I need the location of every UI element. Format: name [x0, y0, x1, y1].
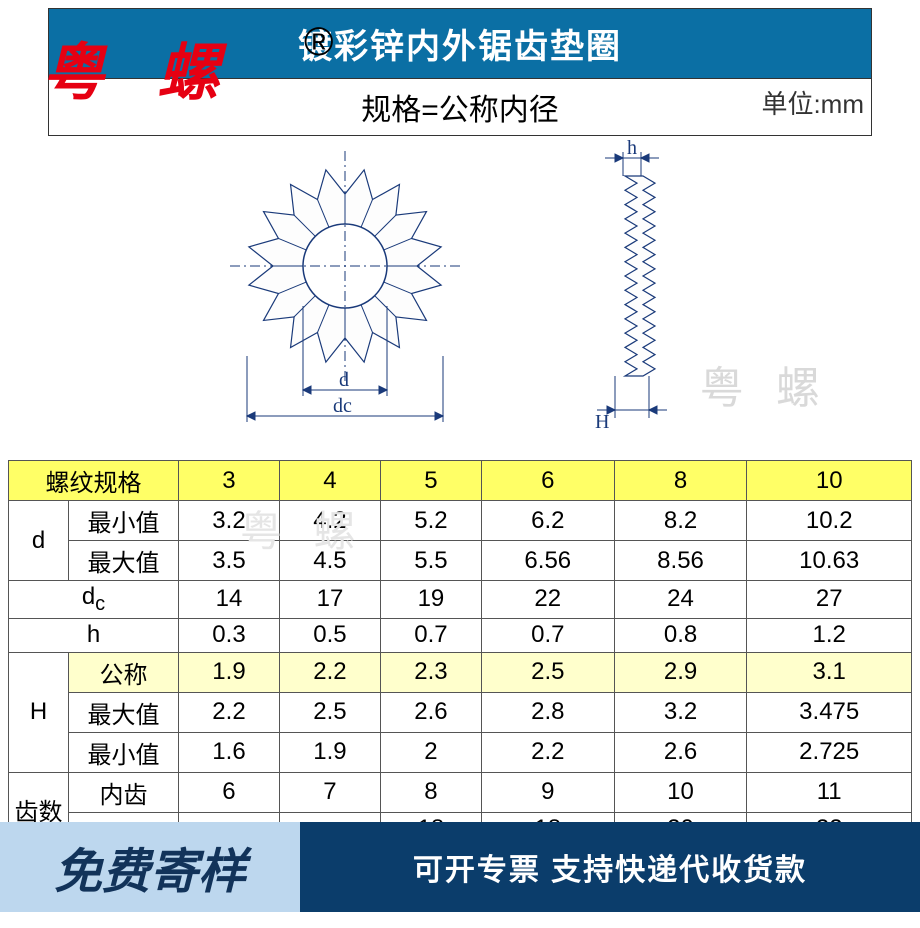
table-cell: 14: [179, 581, 280, 619]
row-group-label: h: [9, 618, 179, 652]
table-cell: 10.63: [747, 541, 912, 581]
table-cell: 2.8: [481, 692, 614, 732]
washer-top-diagram: d dc: [215, 146, 475, 446]
table-size-header: 5: [380, 461, 481, 501]
table-cell: 0.7: [380, 618, 481, 652]
table-cell: 3.2: [614, 692, 747, 732]
table-header-label: 螺纹规格: [9, 461, 179, 501]
spec-table: 螺纹规格3456810d最小值3.24.25.26.28.210.2最大值3.5…: [8, 460, 912, 847]
row-sub-label: 最小值: [69, 732, 179, 772]
table-cell: 3.475: [747, 692, 912, 732]
row-group-label: d: [9, 501, 69, 581]
table-cell: 8: [380, 772, 481, 812]
table-cell: 8.56: [614, 541, 747, 581]
subtitle-bar: 规格=公称内径: [48, 79, 872, 136]
table-cell: 6.2: [481, 501, 614, 541]
footer-left: 免费寄样: [0, 822, 300, 912]
table-cell: 2: [380, 732, 481, 772]
row-sub-label: 公称: [69, 652, 179, 692]
table-size-header: 4: [279, 461, 380, 501]
table-cell: 2.5: [481, 652, 614, 692]
table-cell: 5.5: [380, 541, 481, 581]
table-cell: 6: [179, 772, 280, 812]
table-cell: 1.9: [279, 732, 380, 772]
table-cell: 2.5: [279, 692, 380, 732]
row-group-label: H: [9, 652, 69, 772]
watermark: 粤 螺: [700, 352, 830, 416]
table-cell: 2.2: [179, 692, 280, 732]
dim-H-label: H: [595, 411, 609, 433]
table-cell: 22: [481, 581, 614, 619]
row-sub-label: 最大值: [69, 692, 179, 732]
table-cell: 2.9: [614, 652, 747, 692]
table-cell: 0.7: [481, 618, 614, 652]
table-size-header: 3: [179, 461, 280, 501]
dim-d-label: d: [339, 369, 349, 391]
footer-left-text: 免费寄样: [54, 832, 246, 902]
table-cell: 4.5: [279, 541, 380, 581]
table-cell: 9: [481, 772, 614, 812]
subtitle-text: 规格=公称内径: [361, 94, 559, 127]
table-cell: 2.725: [747, 732, 912, 772]
table-cell: 2.6: [614, 732, 747, 772]
table-cell: 17: [279, 581, 380, 619]
table-cell: 6.56: [481, 541, 614, 581]
dim-dc-label: dc: [333, 395, 352, 417]
table-cell: 19: [380, 581, 481, 619]
table-cell: 10.2: [747, 501, 912, 541]
diagram-area: 粤 螺 d dc: [0, 136, 920, 456]
table-size-header: 10: [747, 461, 912, 501]
table-cell: 3.1: [747, 652, 912, 692]
footer-right: 可开专票 支持快递代收货款: [300, 822, 920, 912]
table-cell: 11: [747, 772, 912, 812]
title-bar: 镀彩锌内外锯齿垫圈: [48, 8, 872, 79]
row-sub-label: 内齿: [69, 772, 179, 812]
page-title: 镀彩锌内外锯齿垫圈: [298, 28, 622, 66]
table-cell: 10: [614, 772, 747, 812]
row-sub-label: 最大值: [69, 541, 179, 581]
row-sub-label: 最小值: [69, 501, 179, 541]
table-cell: 3.2: [179, 501, 280, 541]
table-size-header: 6: [481, 461, 614, 501]
footer-right-text: 可开专票 支持快递代收货款: [413, 845, 807, 889]
table-cell: 0.8: [614, 618, 747, 652]
table-cell: 1.2: [747, 618, 912, 652]
table-cell: 1.9: [179, 652, 280, 692]
table-cell: 8.2: [614, 501, 747, 541]
table-cell: 5.2: [380, 501, 481, 541]
table-cell: 2.2: [279, 652, 380, 692]
table-cell: 0.5: [279, 618, 380, 652]
table-cell: 2.3: [380, 652, 481, 692]
footer: 免费寄样 可开专票 支持快递代收货款: [0, 822, 920, 912]
table-cell: 2.2: [481, 732, 614, 772]
table-size-header: 8: [614, 461, 747, 501]
table-cell: 24: [614, 581, 747, 619]
table-cell: 0.3: [179, 618, 280, 652]
table-cell: 4.2: [279, 501, 380, 541]
table-cell: 3.5: [179, 541, 280, 581]
dim-h-label: h: [627, 137, 637, 159]
row-group-label: dc: [9, 581, 179, 619]
table-cell: 1.6: [179, 732, 280, 772]
table-cell: 27: [747, 581, 912, 619]
table-cell: 2.6: [380, 692, 481, 732]
washer-side-diagram: h H: [565, 146, 705, 446]
table-cell: 7: [279, 772, 380, 812]
